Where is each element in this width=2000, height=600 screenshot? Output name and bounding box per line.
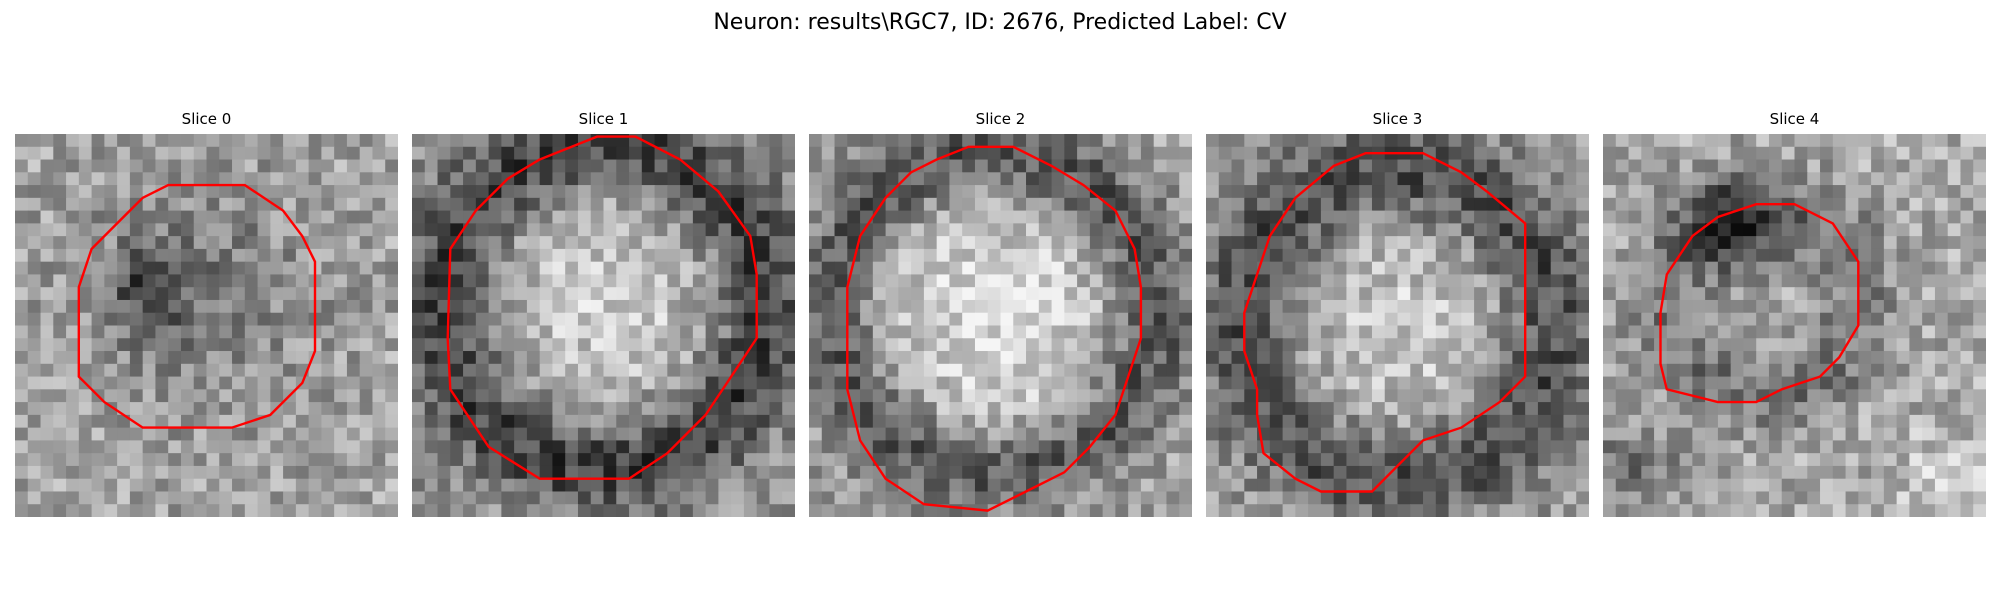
figure-title: Neuron: results\RGC7, ID: 2676, Predicte…	[713, 10, 1287, 35]
slice-title: Slice 2	[975, 110, 1026, 128]
slice-image-1	[412, 134, 795, 517]
segmentation-contour	[1659, 202, 1860, 404]
slice-image-4	[1603, 134, 1986, 517]
slice-image-0	[15, 134, 398, 517]
pixel-grid	[412, 134, 795, 517]
slice-title: Slice 0	[181, 110, 232, 128]
pixel-grid	[15, 134, 398, 517]
segmentation-contour	[846, 145, 1143, 512]
slice-title: Slice 4	[1769, 110, 1820, 128]
segmentation-contour	[446, 135, 758, 480]
slice-title: Slice 1	[578, 110, 629, 128]
slice-title: Slice 3	[1372, 110, 1423, 128]
slice-image-2	[809, 134, 1192, 517]
pixel-grid	[809, 134, 1192, 517]
segmentation-contour	[1243, 152, 1527, 493]
slice-image-3	[1206, 134, 1589, 517]
segmentation-contour	[77, 183, 317, 429]
pixel-grid	[1206, 134, 1589, 517]
pixel-grid	[1603, 134, 1986, 517]
